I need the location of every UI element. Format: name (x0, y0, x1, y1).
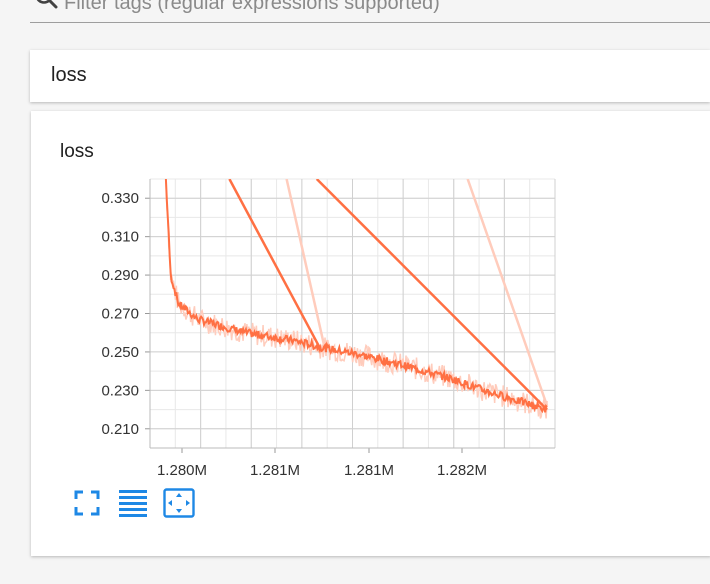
x-tick-label: 1.282M (437, 462, 487, 479)
series-line (228, 179, 322, 349)
y-tick-label: 0.210 (101, 421, 139, 438)
series-line (164, 179, 548, 414)
x-tick-label: 1.281M (250, 462, 300, 479)
y-tick-label: 0.310 (101, 229, 139, 246)
x-tick-label: 1.280M (157, 462, 207, 479)
filter-tags-input[interactable] (64, 0, 704, 16)
category-title: loss (51, 64, 87, 86)
y-tick-label: 0.250 (101, 344, 139, 361)
y-tick-label: 0.270 (101, 306, 139, 323)
search-icon (36, 0, 58, 9)
y-tick-label: 0.230 (101, 382, 139, 399)
faded-series-line (285, 179, 326, 349)
toggle-log-scale-icon[interactable] (117, 487, 149, 519)
loss-chart[interactable]: 0.330 0.310 0.290 0.270 0.250 0.230 0.210 1.280… (31, 111, 710, 486)
x-tick-label: 1.281M (344, 462, 394, 479)
chart-title: loss (60, 141, 94, 162)
faded-series-line (466, 179, 549, 407)
scalar-chart-card: loss 0.330 0.310 0.290 0.270 0.250 0.230 0.210… (31, 111, 710, 556)
raw-series-line (165, 179, 548, 419)
fit-domain-icon[interactable] (163, 487, 195, 519)
category-header[interactable]: loss (30, 50, 710, 102)
series-line (315, 179, 548, 411)
fullscreen-icon[interactable] (71, 487, 103, 519)
y-tick-label: 0.330 (101, 190, 139, 207)
y-tick-label: 0.290 (101, 267, 139, 284)
filter-tags-bar (30, 0, 710, 23)
